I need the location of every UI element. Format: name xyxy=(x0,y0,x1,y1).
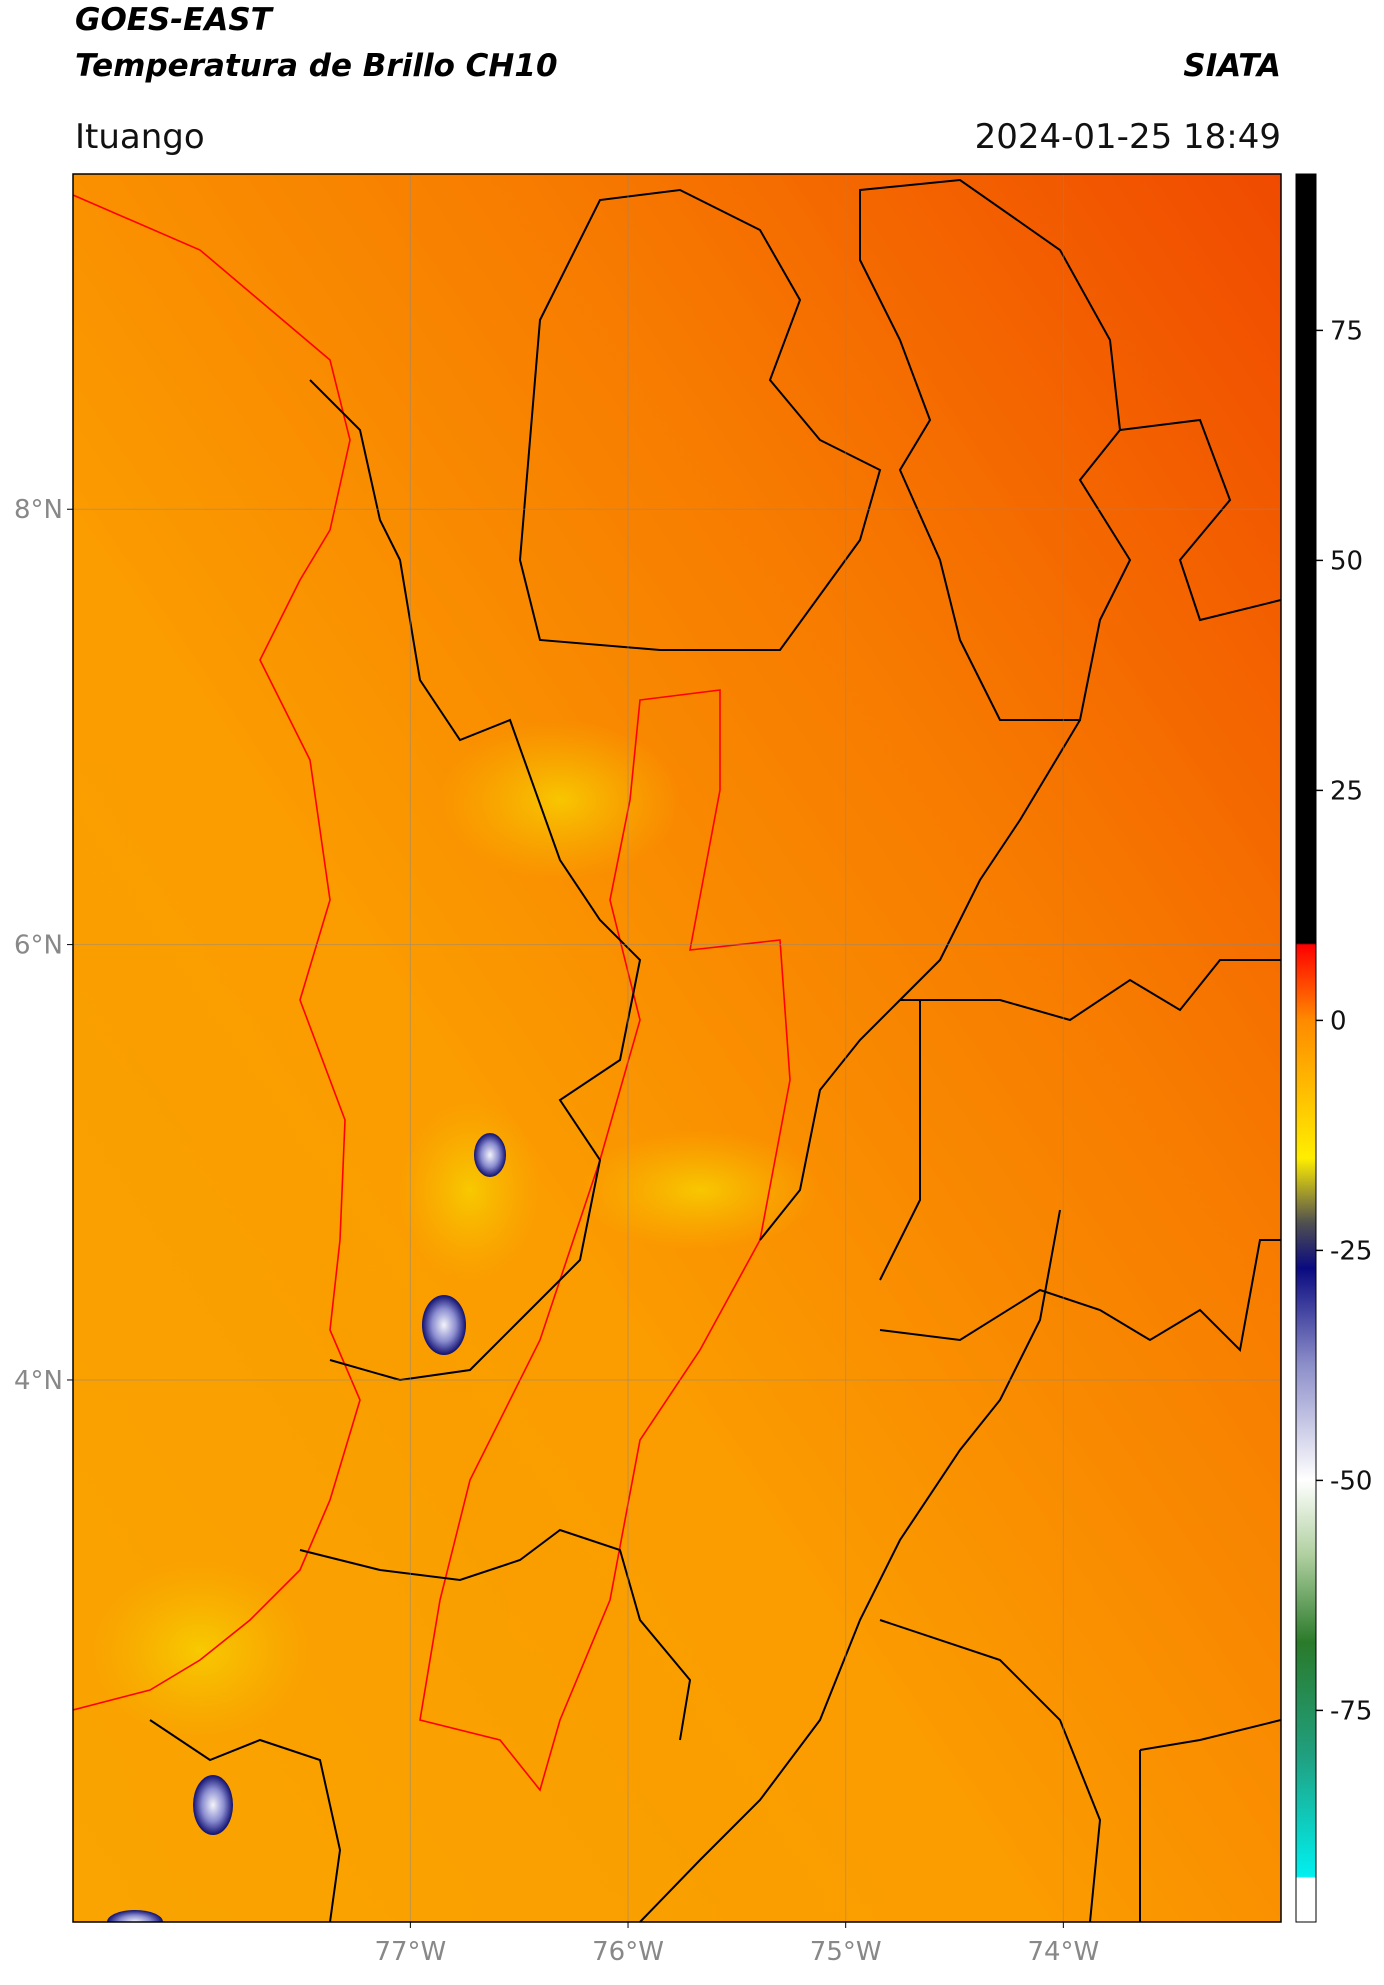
department-border xyxy=(1139,1719,1281,1922)
department-border xyxy=(149,1719,342,1922)
lon-tick-label: 76°W xyxy=(592,1937,664,1967)
lon-tick-label: 75°W xyxy=(810,1937,882,1967)
department-border xyxy=(879,1619,1102,1922)
warm-region xyxy=(90,1560,310,1740)
department-border xyxy=(879,1000,921,1281)
colorbar-tick-label: 75 xyxy=(1330,316,1363,346)
cold-cloud xyxy=(193,1775,233,1835)
warm-region xyxy=(580,1130,820,1250)
lat-tick-label: 8°N xyxy=(14,495,63,525)
warm-region xyxy=(440,720,680,880)
department-border xyxy=(299,1528,692,1741)
lat-tick-label: 6°N xyxy=(14,931,63,961)
colorbar xyxy=(1295,173,1317,1923)
graticule xyxy=(67,174,1281,1928)
location: Ituango xyxy=(75,117,205,157)
lat-tick-label: 4°N xyxy=(14,1366,63,1396)
department-border xyxy=(1119,418,1281,622)
colorbar-tick-label: -50 xyxy=(1330,1466,1372,1496)
title-line1: GOES-EAST xyxy=(75,2,275,38)
source: SIATA xyxy=(1183,48,1281,84)
colorbar-tick-label: -25 xyxy=(1330,1236,1372,1266)
warm-region xyxy=(400,1100,540,1280)
lon-tick-label: 77°W xyxy=(374,1937,446,1967)
colorbar-tick-label: 0 xyxy=(1330,1006,1347,1036)
colorbar-tick-label: 50 xyxy=(1330,546,1363,576)
title-line2: Temperatura de Brillo CH10 xyxy=(75,48,558,84)
lon-tick-label: 74°W xyxy=(1027,1937,1099,1967)
department-border xyxy=(879,1239,1281,1353)
cold-cloud xyxy=(107,1910,163,1922)
department-border xyxy=(639,1209,1061,1922)
department-border xyxy=(518,188,882,651)
department-border xyxy=(900,959,1281,1022)
map-image xyxy=(73,174,1281,1922)
colorbar-tick-label: -75 xyxy=(1330,1696,1372,1726)
datetime: 2024-01-25 18:49 xyxy=(975,117,1281,157)
coastline xyxy=(73,194,361,1711)
colorbar-tick-label: 25 xyxy=(1330,776,1363,806)
department-border xyxy=(309,379,642,1382)
cold-cloud xyxy=(422,1295,466,1355)
map-frame xyxy=(72,173,1282,1923)
cold-cloud xyxy=(474,1133,506,1177)
